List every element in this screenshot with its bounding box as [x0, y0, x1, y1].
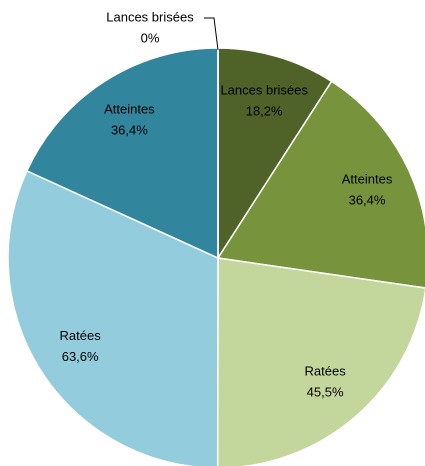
pie-slice [216, 257, 425, 466]
slice-label: Atteintes [342, 171, 393, 186]
slice-value: 0% [141, 30, 160, 45]
pie-slice [216, 80, 425, 289]
slice-label: Lances brisées [220, 82, 308, 97]
pie-slice [25, 47, 219, 260]
slice-value: 36,4% [111, 123, 148, 138]
slice-label: Atteintes [104, 102, 155, 117]
slice-label: Ratées [60, 328, 102, 343]
pie-slice [7, 169, 219, 466]
slice-label: Lances brisées [106, 9, 194, 24]
leader-line [204, 17, 219, 51]
slice-value: 45,5% [307, 384, 344, 399]
pie-slice [217, 47, 333, 261]
slice-value: 18,2% [246, 103, 283, 118]
slice-value: 63,6% [62, 349, 99, 364]
slice-label: Ratées [305, 363, 347, 378]
slice-value: 36,4% [349, 192, 386, 207]
